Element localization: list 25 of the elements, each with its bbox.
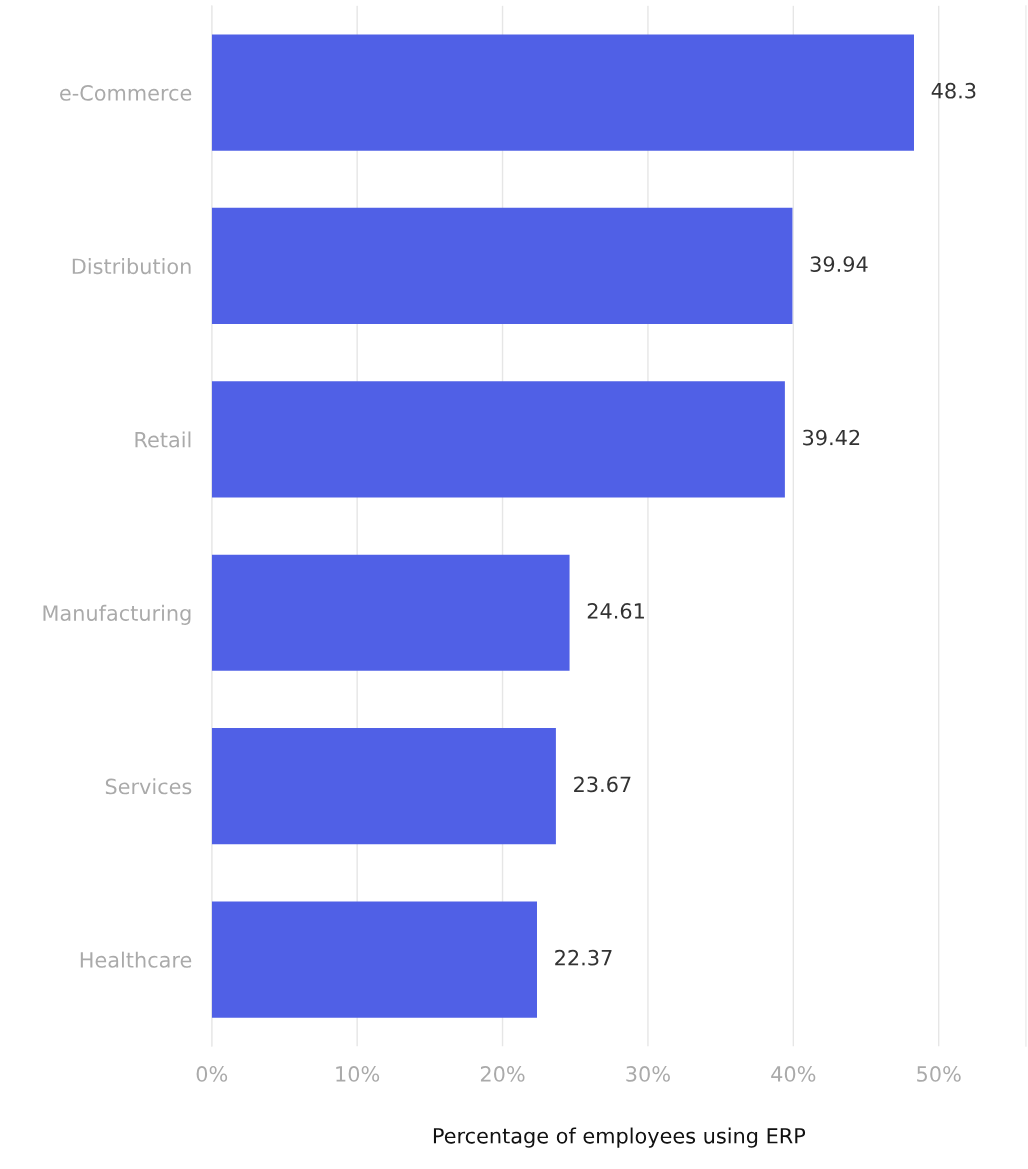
data-label: 24.61 [587, 603, 644, 619]
bar [211, 728, 556, 845]
y-tick-label: Manufacturing [43, 604, 191, 625]
data-label: 23.67 [574, 776, 631, 793]
bar [211, 901, 537, 1018]
x-tick-label: 30% [626, 1066, 670, 1082]
x-tick-label: 40% [771, 1066, 816, 1082]
data-label: 48.3 [931, 82, 976, 99]
y-tick-label: Retail [135, 431, 191, 448]
y-tick-label: Distribution [72, 258, 191, 275]
bar [211, 554, 570, 671]
data-label: 22.37 [555, 949, 612, 966]
data-label: 39.42 [803, 429, 860, 446]
bar [211, 34, 914, 151]
y-tick-label: e-Commerce [60, 85, 192, 101]
y-tick-label: Services [105, 778, 192, 795]
x-tick-label: 0% [196, 1066, 228, 1082]
bar [211, 207, 793, 325]
data-label: 39.94 [810, 256, 868, 272]
x-tick-label: 10% [336, 1066, 380, 1082]
x-tick-label: 50% [917, 1066, 961, 1082]
x-tick-label: 20% [480, 1066, 525, 1082]
bar [211, 381, 785, 498]
y-tick-label: Healthcare [80, 951, 192, 968]
x-axis-title: Percentage of employees using ERP [433, 1127, 806, 1148]
